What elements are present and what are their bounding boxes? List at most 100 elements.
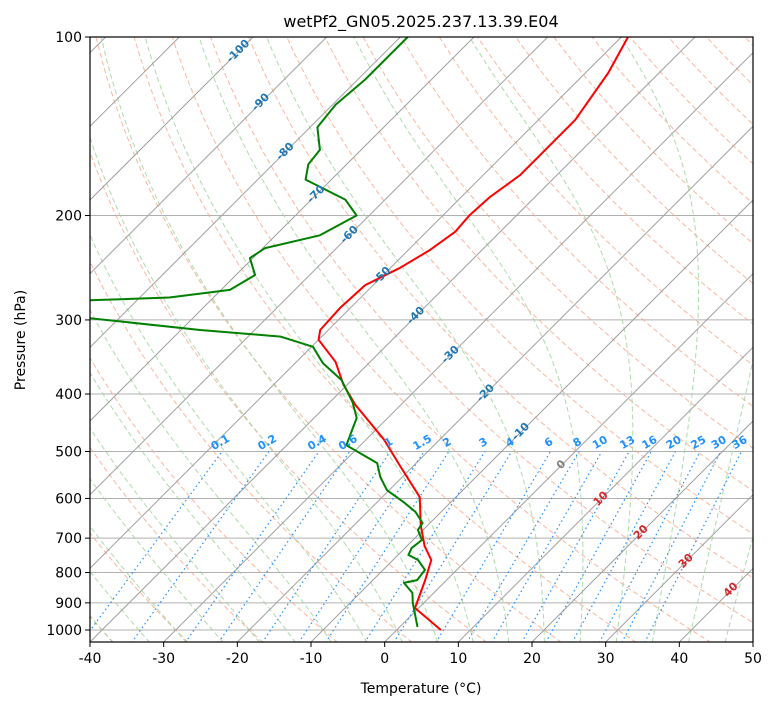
- x-tick-label: 30: [597, 651, 615, 667]
- y-axis-label: Pressure (hPa): [13, 290, 29, 390]
- dry-adiabat: [90, 446, 264, 642]
- y-tick-label: 700: [55, 531, 82, 547]
- y-tick-label: 100: [55, 30, 82, 46]
- dry-adiabat: [133, 37, 637, 642]
- chart-title: wetPf2_GN05.2025.237.13.39.E04: [283, 12, 558, 32]
- mixing-ratio-line: [325, 451, 450, 642]
- isotherm-line: [531, 420, 753, 642]
- y-tick-label: 800: [55, 566, 82, 582]
- y-tick-label: 900: [55, 596, 82, 612]
- moist-adiabat: [469, 37, 634, 642]
- mixing-ratio-label: 30: [709, 433, 729, 452]
- isotherm-line: [90, 37, 401, 349]
- x-tick-label: 0: [380, 651, 389, 667]
- x-tick-label: -30: [152, 651, 175, 667]
- isotherm-label: -40: [404, 304, 427, 327]
- isotherm-label: 40: [721, 579, 741, 599]
- mixing-ratio-line: [571, 451, 677, 642]
- mixing-ratio-line: [131, 451, 270, 642]
- dry-adiabat: [515, 37, 753, 285]
- moist-adiabat: [198, 37, 510, 642]
- dry-adiabat: [90, 260, 413, 642]
- isotherm-line: [457, 346, 753, 642]
- mixing-ratio-label: 36: [730, 433, 750, 452]
- isotherm-label: 30: [676, 551, 696, 571]
- isotherm-line: [90, 37, 475, 422]
- dry-adiabat: [210, 37, 753, 624]
- x-tick-label: -10: [300, 651, 323, 667]
- mixing-ratio-label: 16: [640, 433, 660, 452]
- x-tick-label: 20: [523, 651, 541, 667]
- profile-lines: [90, 37, 629, 631]
- x-tick-label: 50: [744, 651, 762, 667]
- mixing-ratio-line: [184, 451, 320, 642]
- isotherm-label: -90: [249, 90, 272, 113]
- isotherm-label: -30: [439, 343, 462, 366]
- dry-adiabat: [744, 37, 753, 47]
- dry-adiabat: [706, 37, 753, 86]
- isotherm-line: [90, 37, 254, 201]
- dry-adiabat: [90, 150, 488, 642]
- mixing-ratio-line: [218, 451, 351, 642]
- isotherm-label: -50: [370, 264, 393, 287]
- dry-adiabat: [95, 37, 562, 642]
- mixing-ratio-line: [598, 451, 701, 642]
- isotherm-label: -20: [474, 381, 497, 404]
- y-tick-label: 1000: [46, 623, 82, 639]
- isotherm-label: -80: [273, 140, 296, 163]
- mixing-ratio-line: [393, 451, 513, 642]
- mixing-ratio-label: 13: [617, 433, 637, 452]
- moist-adiabat: [620, 37, 700, 642]
- isotherm-label: 0: [554, 457, 569, 472]
- isotherm-line: [90, 37, 549, 496]
- y-tick-label: 300: [55, 313, 82, 329]
- mixing-ratio-line: [621, 451, 722, 642]
- dry-adiabat: [438, 37, 753, 366]
- isotherm-label: -60: [338, 223, 361, 246]
- x-tick-label: 10: [449, 651, 467, 667]
- plot-frame: [89, 36, 754, 643]
- mixing-ratio-label: 20: [664, 433, 684, 452]
- dry-adiabat: [90, 532, 189, 642]
- isotherm-label: 10: [591, 488, 611, 508]
- y-tick-label: 400: [55, 387, 82, 403]
- isotherm-line: [90, 37, 696, 642]
- moist-adiabat: [353, 37, 584, 642]
- y-tick-label: 500: [55, 444, 82, 460]
- mixing-ratio-label: 1.5: [411, 432, 434, 453]
- dry-adiabat: [171, 37, 712, 642]
- x-tick-label: 40: [670, 651, 688, 667]
- dry-adiabat: [553, 37, 753, 244]
- moist-adiabat: [90, 233, 368, 642]
- moist-adiabat: [688, 357, 753, 642]
- mixing-ratio-line: [644, 451, 742, 642]
- mixing-ratio-label: 0.2: [255, 432, 278, 453]
- moist-adiabat: [90, 135, 403, 642]
- mixing-ratio-line: [435, 451, 552, 642]
- moist-adiabat: [144, 37, 474, 642]
- dry-adiabat: [362, 37, 753, 449]
- isotherm-line: [90, 37, 328, 275]
- x-axis-label: Temperature (°C): [360, 681, 482, 697]
- mixing-ratio-line: [521, 451, 630, 642]
- mixing-ratio-label: 6: [542, 435, 555, 450]
- mixing-ratio-line: [545, 451, 652, 642]
- moist-adiabat: [90, 427, 260, 642]
- y-tick-label: 200: [55, 209, 82, 225]
- mixing-ratio-label: 8: [571, 435, 584, 450]
- mixing-ratio-label: 10: [590, 433, 610, 452]
- mixing-ratio-line: [466, 451, 580, 642]
- dry-adiabat: [90, 356, 338, 642]
- moist-adiabat: [724, 535, 753, 642]
- mixing-ratio-line: [298, 451, 425, 642]
- mixing-ratio-label: 3: [477, 435, 490, 450]
- isotherm-line: [383, 272, 753, 642]
- background-lines: [90, 37, 753, 642]
- dry-adiabat: [324, 37, 753, 492]
- isotherm-line: [310, 199, 753, 642]
- mixing-ratio-line: [491, 451, 603, 642]
- mixing-ratio-line: [261, 451, 391, 642]
- isotherm-label: -100: [224, 37, 253, 66]
- moist-adiabat: [90, 308, 332, 642]
